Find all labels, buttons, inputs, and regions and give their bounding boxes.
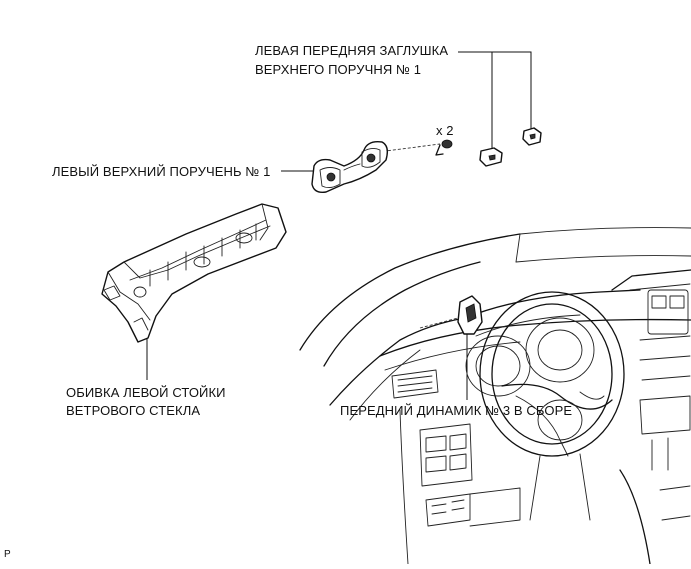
grip-cap-part-2	[522, 127, 542, 146]
garnish-label-line2: ВЕТРОВОГО СТЕКЛА	[66, 403, 201, 418]
leader-lines	[146, 51, 532, 400]
dashboard-scene	[299, 227, 691, 565]
corner-code: P	[4, 549, 11, 560]
clip-part	[377, 139, 453, 156]
quantity-label: x 2	[436, 123, 454, 138]
grip-cap-part	[479, 147, 503, 167]
speaker-label: ПЕРЕДНИЙ ДИНАМИК № 3 В СБОРЕ	[340, 403, 573, 418]
cap-label-line1: ЛЕВАЯ ПЕРЕДНЯЯ ЗАГЛУШКА	[255, 43, 449, 58]
pillar-garnish-part	[101, 203, 287, 343]
grip-label: ЛЕВЫЙ ВЕРХНИЙ ПОРУЧЕНЬ № 1	[52, 164, 271, 179]
assist-grip-part	[311, 140, 389, 194]
garnish-label-line1: ОБИВКА ЛЕВОЙ СТОЙКИ	[66, 385, 226, 400]
cap-label-line2: ВЕРХНЕГО ПОРУЧНЯ № 1	[255, 62, 422, 77]
